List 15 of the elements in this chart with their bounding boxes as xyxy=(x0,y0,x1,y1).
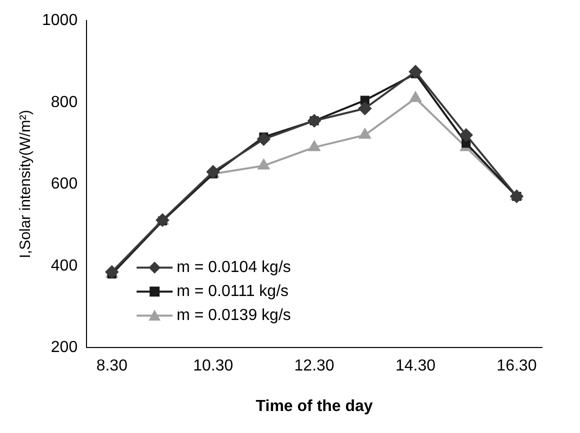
legend-label: m = 0.0104 kg/s xyxy=(176,259,291,276)
y-axis-title: I,Solar intensity(W/m²) xyxy=(17,110,34,258)
y-tick-label: 200 xyxy=(50,339,78,356)
x-tick-label: 8.30 xyxy=(96,358,128,375)
x-axis-title: Time of the day xyxy=(256,398,373,415)
x-tick-label: 14.30 xyxy=(395,358,436,375)
y-tick-label: 400 xyxy=(50,257,78,274)
legend-label: m = 0.0139 kg/s xyxy=(176,307,291,324)
y-tick-label: 800 xyxy=(50,94,78,111)
x-tick-label: 16.30 xyxy=(496,358,537,375)
y-tick-label: 600 xyxy=(50,176,78,193)
x-tick-label: 10.30 xyxy=(193,358,234,375)
legend-label: m = 0.0111 kg/s xyxy=(176,283,289,300)
x-tick-label: 12.30 xyxy=(294,358,334,375)
y-tick-label: 1000 xyxy=(42,12,78,30)
